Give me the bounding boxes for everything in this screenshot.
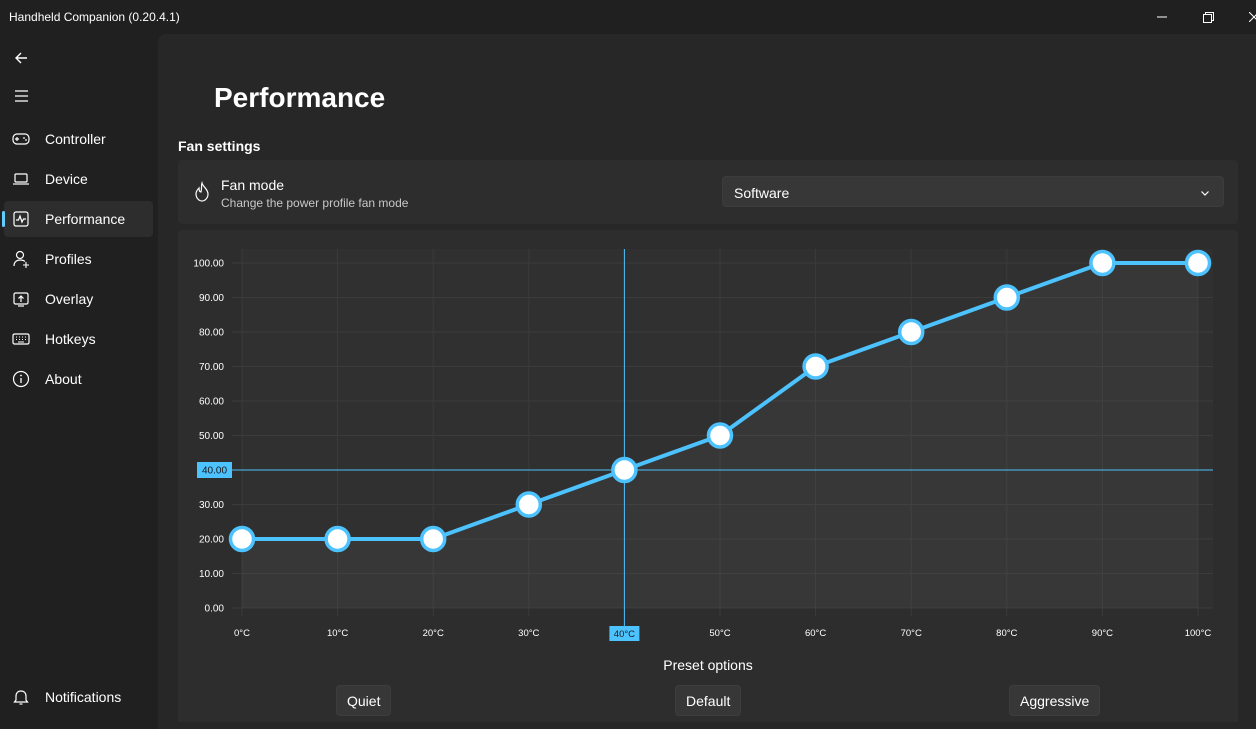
sidebar-item-label: Notifications xyxy=(45,689,122,705)
data-point-handle[interactable] xyxy=(228,525,256,553)
sidebar-item-about[interactable]: About xyxy=(4,361,153,397)
y-tick-label: 30.00 xyxy=(199,500,224,511)
data-point-handle[interactable] xyxy=(515,491,543,518)
minimize-icon xyxy=(1157,16,1167,18)
fan-mode-title: Fan mode xyxy=(221,177,285,193)
preset-quiet-button[interactable]: Quiet xyxy=(336,685,392,716)
fan-mode-description: Change the power profile fan mode xyxy=(221,196,409,210)
x-tick-label: 90°C xyxy=(1092,628,1113,639)
sidebar-item-controller[interactable]: Controller xyxy=(4,121,153,157)
section-title: Fan settings xyxy=(178,138,261,154)
pulse-icon xyxy=(13,211,29,227)
x-tick-label: 60°C xyxy=(805,628,826,639)
sidebar-item-label: Performance xyxy=(45,211,126,227)
data-point-handle[interactable] xyxy=(1184,249,1212,277)
sidebar-item-device[interactable]: Device xyxy=(4,161,153,197)
data-point-handle[interactable] xyxy=(1089,249,1116,277)
preset-default-button[interactable]: Default xyxy=(675,685,742,716)
data-point-handle[interactable] xyxy=(897,318,925,346)
fan-mode-value: Software xyxy=(734,185,790,201)
data-point-handle[interactable] xyxy=(802,353,829,380)
crosshair-x-label: 40°C xyxy=(614,629,635,640)
x-tick-label: 50°C xyxy=(709,628,730,639)
x-tick-label: 80°C xyxy=(996,628,1017,639)
crosshair-y-label: 40.00 xyxy=(202,466,227,477)
restore-icon xyxy=(1202,11,1214,23)
sidebar-item-label: Profiles xyxy=(45,251,92,267)
data-point-handle[interactable] xyxy=(993,284,1021,311)
data-point-handle[interactable] xyxy=(324,525,351,553)
preset-options-title: Preset options xyxy=(663,657,753,673)
chevron-down-icon xyxy=(1201,191,1209,196)
minimize-button[interactable] xyxy=(1139,0,1185,34)
back-button[interactable] xyxy=(12,48,32,68)
x-tick-label: 10°C xyxy=(327,628,348,639)
overlay-icon xyxy=(13,292,29,307)
sidebar-item-label: Device xyxy=(45,171,88,187)
app-title: Handheld Companion (0.20.4.1) xyxy=(9,10,180,24)
y-tick-label: 10.00 xyxy=(199,569,224,580)
data-point-handle[interactable] xyxy=(706,422,734,449)
main-content: Performance Fan settings Fan mode Change… xyxy=(158,34,1256,729)
keyboard-icon xyxy=(12,333,30,345)
data-point-handle[interactable] xyxy=(611,456,638,484)
selection-indicator xyxy=(2,211,5,227)
info-icon xyxy=(12,370,30,388)
x-tick-label: 30°C xyxy=(518,628,539,639)
x-tick-label: 0°C xyxy=(234,628,250,639)
close-icon xyxy=(1249,12,1256,22)
laptop-icon xyxy=(13,173,29,185)
sidebar: Controller Device Performance Profiles O… xyxy=(0,34,158,729)
fan-curve-card: 0.00 10.00 20.00 30.00 40.00 50.00 60.00 70.00 8… xyxy=(178,230,1238,722)
bell-icon xyxy=(13,690,29,705)
crosshair-y-badge xyxy=(197,462,232,478)
hamburger-icon xyxy=(15,90,28,102)
title-bar: Handheld Companion (0.20.4.1) xyxy=(0,0,1256,34)
back-arrow-icon xyxy=(15,52,27,64)
sidebar-item-label: Controller xyxy=(45,131,106,147)
y-tick-label: 0.00 xyxy=(205,604,225,615)
sidebar-item-hotkeys[interactable]: Hotkeys xyxy=(4,321,153,357)
x-tick-label: 20°C xyxy=(423,628,444,639)
restore-button[interactable] xyxy=(1185,0,1231,34)
y-tick-label: 100.00 xyxy=(193,259,224,270)
sidebar-item-label: Hotkeys xyxy=(45,331,96,347)
page-title: Performance xyxy=(214,82,386,113)
y-tick-label: 70.00 xyxy=(199,362,224,373)
fan-mode-card: Fan mode Change the power profile fan mo… xyxy=(178,160,1238,224)
menu-toggle-button[interactable] xyxy=(12,86,32,106)
gamepad-icon xyxy=(12,133,30,145)
x-tick-label: 70°C xyxy=(901,628,922,639)
sidebar-item-notifications[interactable]: Notifications xyxy=(4,679,153,715)
sidebar-item-label: Overlay xyxy=(45,291,94,307)
x-tick-label: 100°C xyxy=(1185,628,1212,639)
close-button[interactable] xyxy=(1231,0,1256,34)
sidebar-item-overlay[interactable]: Overlay xyxy=(4,281,153,317)
user-profile-icon xyxy=(13,250,29,268)
preset-aggressive-button[interactable]: Aggressive xyxy=(1009,685,1101,716)
y-tick-label: 90.00 xyxy=(199,293,224,304)
fan-curve-chart[interactable]: 0.00 10.00 20.00 30.00 40.00 50.00 60.00 70.00 8… xyxy=(178,230,1238,650)
y-tick-label: 50.00 xyxy=(199,431,224,442)
flame-icon xyxy=(195,181,209,202)
fan-mode-dropdown[interactable]: Software xyxy=(722,176,1224,207)
data-point-handle[interactable] xyxy=(419,525,447,553)
crosshair-x-badge xyxy=(609,626,640,641)
y-tick-label: 80.00 xyxy=(199,328,224,339)
y-tick-label: 60.00 xyxy=(199,397,224,408)
sidebar-item-label: About xyxy=(45,371,82,387)
sidebar-item-performance[interactable]: Performance xyxy=(2,201,153,237)
sidebar-item-profiles[interactable]: Profiles xyxy=(4,241,153,277)
y-tick-label: 20.00 xyxy=(199,535,224,546)
